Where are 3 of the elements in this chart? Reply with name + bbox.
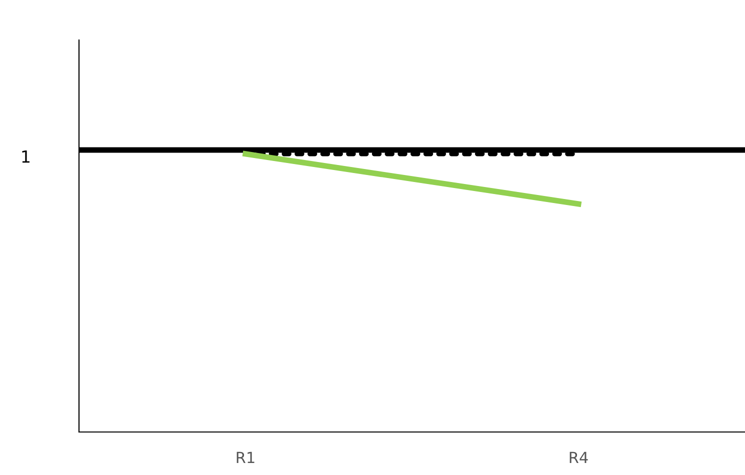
x-tick-label: R1: [236, 452, 254, 464]
x-tick-label: R4: [570, 452, 588, 464]
ref-line-label: 1: [22, 150, 30, 163]
